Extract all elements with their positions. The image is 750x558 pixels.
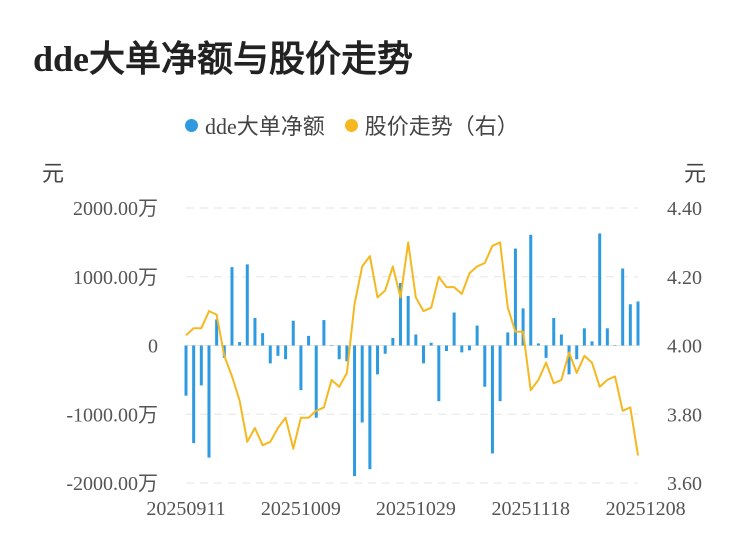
dde-bar-16	[307, 335, 311, 346]
legend-item-price[interactable]: 股价走势（右）	[344, 109, 519, 141]
dde-bar-22	[353, 345, 357, 477]
dde-bar-34	[444, 345, 448, 351]
left-tick-label-4: 2000.00万	[73, 198, 158, 220]
dde-bar-26	[383, 345, 387, 354]
dde-bar-11	[268, 345, 272, 364]
dde-bar-4	[215, 319, 219, 346]
dde-bar-35	[452, 312, 456, 346]
dde-bar-45	[529, 234, 533, 346]
dde-bar-55	[605, 328, 609, 346]
dde-bar-32	[429, 342, 433, 346]
x-tick-label-0: 20250911	[146, 498, 225, 520]
dde-bar-40	[490, 345, 494, 454]
dde-bar-17	[314, 345, 318, 418]
dde-bar-38	[475, 325, 479, 346]
left-tick-label-3: 1000.00万	[73, 267, 158, 289]
dde-bar-58	[628, 304, 632, 346]
dde-bar-13	[284, 345, 288, 360]
dde-bar-27	[391, 337, 395, 346]
legend-label-price: 股价走势（右）	[364, 114, 519, 139]
legend-item-dde[interactable]: dde大单净额	[185, 109, 325, 141]
dde-bar-23	[360, 345, 364, 423]
right-tick-label-4: 4.40	[667, 198, 702, 220]
dde-bar-36	[460, 345, 464, 353]
dde-bar-0	[184, 345, 188, 396]
dde-bar-21	[345, 345, 349, 362]
dde-bar-30	[414, 334, 418, 346]
dde-bar-6	[230, 267, 234, 346]
dde-bar-14	[291, 320, 295, 346]
chart-legend: dde大单净额 股价走势（右）	[185, 110, 539, 140]
dde-bar-47	[544, 345, 548, 358]
dde-bar-2	[199, 345, 203, 386]
dde-bar-12	[276, 345, 280, 356]
x-tick-label-1: 20251009	[261, 498, 341, 520]
dde-bar-10	[261, 333, 265, 346]
left-tick-label-1: -1000.00万	[66, 404, 158, 426]
right-tick-label-3: 4.20	[667, 267, 702, 289]
right-tick-label-0: 3.60	[667, 473, 702, 495]
right-axis-unit: 元	[684, 161, 707, 186]
dde-bar-25	[376, 345, 380, 375]
dde-bar-28	[399, 282, 403, 346]
dde-bar-24	[368, 345, 372, 470]
dde-bar-39	[483, 345, 487, 387]
right-tick-label-2: 4.00	[667, 336, 702, 358]
dde-bar-3	[207, 345, 211, 458]
dde-bar-54	[598, 233, 602, 346]
left-tick-label-0: -2000.00万	[66, 473, 158, 495]
dde-bar-19	[330, 345, 334, 346]
right-tick-label-1: 3.80	[667, 404, 702, 426]
left-tick-label-2: 0	[148, 336, 158, 358]
dde-bar-42	[506, 332, 510, 346]
dde-bar-33	[437, 345, 441, 402]
dde-bar-8	[245, 264, 249, 346]
dde-bar-15	[299, 345, 303, 391]
legend-dot-dde	[185, 118, 198, 132]
dde-bar-7	[238, 342, 242, 346]
dde-bar-48	[552, 318, 556, 346]
dde-bar-18	[322, 320, 326, 346]
dde-bar-29	[406, 296, 410, 346]
dde-bar-41	[498, 345, 502, 402]
dde-bar-52	[582, 328, 586, 346]
x-tick-label-4: 20251208	[606, 498, 686, 520]
legend-dot-price	[344, 118, 358, 132]
x-tick-label-2: 20251029	[376, 498, 456, 520]
dde-bar-31	[421, 345, 425, 364]
dde-bar-56	[613, 345, 617, 346]
dde-bar-37	[467, 345, 471, 351]
price-line	[185, 241, 639, 456]
dde-bar-57	[621, 268, 625, 346]
x-tick-label-3: 20251118	[491, 498, 570, 520]
dde-bar-9	[253, 318, 257, 346]
dde-bar-49	[559, 334, 563, 346]
dde-bar-1	[192, 345, 196, 444]
dde-bar-53	[590, 341, 594, 346]
dde-bar-43	[513, 248, 517, 346]
dde-bar-44	[521, 308, 525, 346]
dde-bar-46	[536, 343, 540, 346]
chart-title: dde大单净额与股价走势	[33, 39, 414, 79]
dde-bar-51	[575, 345, 579, 360]
left-axis-unit: 元	[42, 161, 65, 186]
dde-bar-50	[567, 345, 571, 375]
dde-bar-20	[337, 345, 341, 360]
legend-label-dde: dde大单净额	[205, 114, 325, 139]
dde-bar-59	[636, 301, 640, 346]
